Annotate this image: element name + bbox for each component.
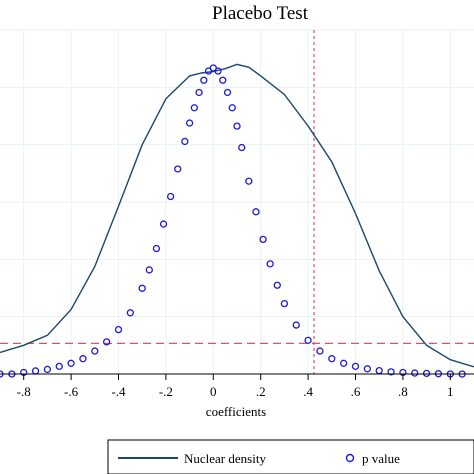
p-value-point-45: [387, 368, 395, 376]
p-value-point-13: [145, 266, 153, 274]
p-value-point-21: [195, 88, 203, 97]
p-value-point-37: [292, 321, 300, 329]
x-axis-label: coefficients: [206, 404, 266, 419]
p-value-point-26: [219, 76, 227, 84]
x-tick-label-5: .2: [256, 384, 266, 399]
p-value-point-19: [185, 119, 194, 127]
p-value-point-38: [304, 336, 312, 344]
x-tick-label-6: .4: [303, 384, 313, 399]
p-value-point-40: [328, 355, 336, 363]
p-value-point-18: [181, 137, 189, 146]
p-value-point-41: [339, 359, 348, 367]
legend-marker-swatch: [345, 453, 355, 463]
x-tick-label-4: 0: [210, 384, 217, 399]
gridlines: [0, 29, 474, 374]
p-value-point-10: [114, 325, 123, 334]
p-value-point-35: [273, 281, 281, 289]
p-value-point-7: [79, 355, 87, 363]
p-value-point-12: [138, 284, 146, 292]
reference-lines: [0, 30, 474, 374]
p-value-point-4: [43, 365, 52, 374]
chart-title: Placebo Test: [212, 3, 309, 24]
p-value-point-16: [166, 192, 175, 201]
p-value-point-5: [55, 362, 63, 371]
p-value-point-28: [228, 104, 236, 112]
p-value-point-14: [152, 244, 161, 253]
p-value-point-30: [238, 143, 246, 152]
p-value-point-48: [422, 369, 431, 378]
p-value-point-31: [245, 177, 253, 185]
x-tick-label-3: -.2: [159, 384, 173, 399]
p-value-point-22: [200, 76, 208, 84]
p-value-point-44: [375, 366, 383, 375]
p-value-point-43: [363, 365, 372, 373]
p-value-point-34: [266, 260, 274, 268]
p-value-point-29: [233, 122, 241, 130]
x-tick-label-7: .6: [351, 384, 361, 399]
p-value-point-3: [31, 367, 40, 375]
p-value-point-42: [351, 362, 360, 371]
plot-area: [0, 63, 474, 378]
p-value-point-47: [411, 369, 419, 377]
p-value-point-8: [91, 347, 99, 355]
p-value-point-36: [280, 299, 289, 308]
legend-label-nuclear-density: Nuclear density: [184, 451, 266, 466]
legend: Nuclear density p value: [107, 439, 474, 474]
p-value-point-17: [174, 165, 182, 173]
x-tick-label-1: -.6: [64, 384, 79, 399]
x-tick-label-2: -.4: [111, 384, 126, 399]
p-value-point-11: [126, 309, 135, 317]
series-nuclear-density-line: [0, 63, 474, 368]
x-axis: -.8 -.6 -.4 -.2 0 .2 .4 .6 .8 1: [0, 373, 474, 399]
p-value-point-15: [159, 220, 168, 228]
p-value-point-33: [259, 235, 267, 244]
p-value-point-25: [214, 67, 222, 75]
x-tick-label-0: -.8: [17, 384, 31, 399]
x-tick-label-9: 1: [447, 384, 454, 399]
p-value-point-39: [316, 347, 324, 355]
legend-label-p-value: p value: [362, 451, 400, 466]
p-value-point-9: [103, 338, 111, 346]
x-tick-label-8: .8: [398, 384, 408, 399]
p-value-point-27: [223, 88, 232, 97]
p-value-point-6: [67, 359, 75, 367]
p-value-point-20: [190, 104, 198, 112]
p-value-point-32: [252, 208, 260, 216]
